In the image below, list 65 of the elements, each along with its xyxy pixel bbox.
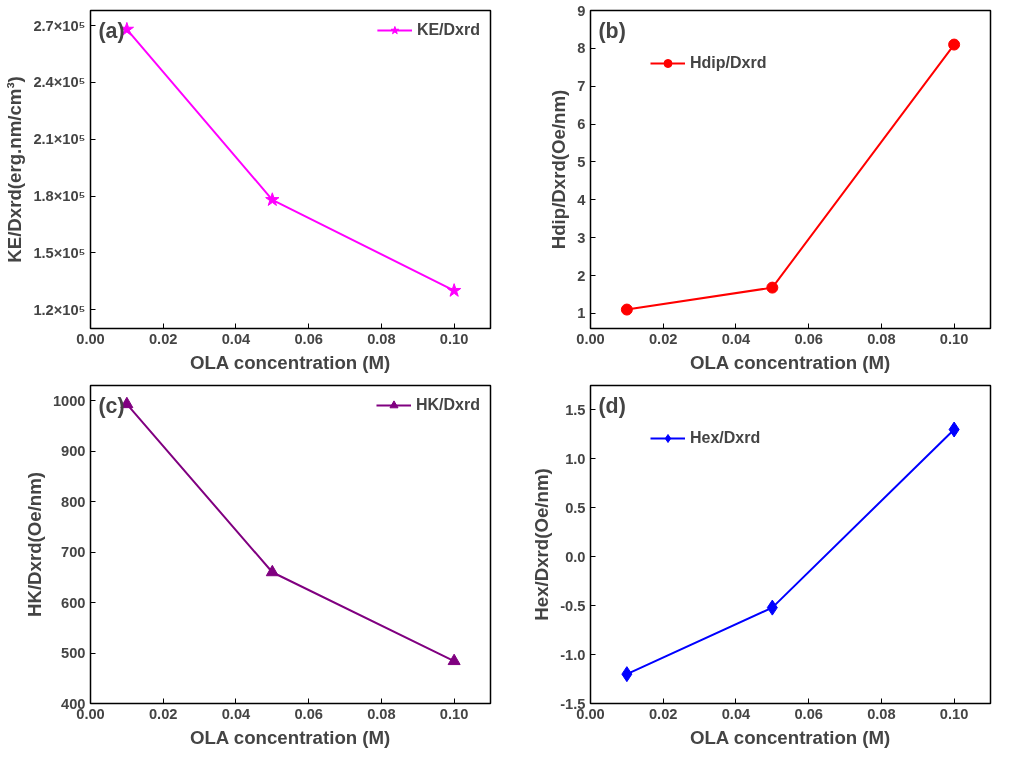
y-tick-label: 0.0	[565, 548, 586, 565]
x-tick-label: 0.00	[576, 330, 605, 347]
x-tick-label: 0.04	[221, 705, 252, 722]
y-tick-label: 0.5	[565, 499, 586, 516]
x-tick-label: 0.06	[794, 330, 823, 347]
y-tick-label: 3	[577, 229, 586, 246]
y-tick-label: 1.8×10⁵	[33, 188, 86, 204]
y-axis-title: KE/Dxrd(erg.nm/cm³)	[4, 76, 26, 263]
x-tick-label: 0.06	[294, 330, 323, 347]
y-tick-label: 1.5×10⁵	[33, 244, 86, 261]
y-tick-label: 1	[577, 305, 586, 322]
y-tick-label: 2.4×10⁵	[33, 74, 86, 91]
x-axis-title: OLA concentration (M)	[689, 726, 891, 748]
annotation: (a)	[98, 18, 125, 43]
y-tick-label: 500	[61, 645, 86, 662]
y-tick-label: 2	[577, 267, 586, 284]
legend-label: HK/Dxrd	[415, 396, 480, 414]
y-tick-label: 2.7×10⁵	[33, 17, 86, 34]
x-tick-label: 0.08	[867, 330, 896, 347]
y-tick-label: -0.5	[560, 597, 586, 614]
x-tick-label: 0.06	[294, 705, 323, 722]
y-tick-label: 800	[61, 493, 86, 510]
x-tick-label: 0.06	[794, 705, 823, 722]
x-tick-label: 0.02	[648, 705, 678, 722]
x-tick-label: 0.00	[76, 330, 105, 347]
y-tick-label: -1.0	[560, 646, 586, 663]
x-tick-label: 0.04	[721, 705, 752, 722]
x-tick-label: 0.02	[148, 330, 178, 347]
y-tick-label: 900	[61, 443, 86, 460]
x-tick-label: 0.08	[867, 705, 896, 722]
x-tick-label: 0.02	[648, 330, 678, 347]
y-tick-label: 700	[61, 544, 86, 561]
y-tick-label: 1.2×10⁵	[33, 301, 86, 318]
x-tick-label: 0.02	[148, 705, 178, 722]
y-tick-label: 1000	[52, 392, 86, 409]
x-tick-label: 0.08	[367, 705, 396, 722]
y-tick-label: 7	[577, 78, 586, 95]
x-tick-label: 0.10	[939, 705, 969, 722]
x-tick-label: 0.10	[939, 330, 969, 347]
legend-label: Hdip/Dxrd	[690, 54, 767, 72]
y-tick-label: 6	[577, 116, 586, 133]
annotation: (d)	[598, 393, 626, 418]
legend-label: Hex/Dxrd	[690, 429, 761, 447]
x-tick-label: 0.04	[721, 330, 752, 347]
x-tick-label: 0.08	[367, 330, 396, 347]
y-tick-label: 600	[61, 594, 86, 611]
x-tick-label: 0.04	[221, 330, 252, 347]
y-tick-label: 8	[577, 40, 586, 57]
y-axis-title: Hdip/Dxrd(Oe/nm)	[548, 89, 570, 250]
y-tick-label: 5	[577, 153, 586, 170]
legend-label: KE/Dxrd	[416, 21, 480, 39]
x-axis-title: OLA concentration (M)	[189, 351, 391, 373]
y-tick-label: 1.5	[565, 401, 586, 418]
y-tick-label: 1.0	[565, 450, 586, 467]
annotation: (b)	[598, 18, 626, 43]
y-tick-label: 2.1×10⁵	[33, 131, 86, 148]
x-tick-label: 0.10	[439, 330, 469, 347]
annotation: (c)	[98, 393, 125, 418]
x-axis-title: OLA concentration (M)	[689, 351, 891, 373]
y-axis-title: HK/Dxrd(Oe/nm)	[23, 471, 45, 618]
y-axis-title: Hex/Dxrd(Oe/nm)	[531, 468, 553, 621]
y-tick-label: 9	[577, 2, 586, 19]
x-tick-label: 0.10	[439, 705, 469, 722]
x-axis-title: OLA concentration (M)	[189, 726, 391, 748]
y-tick-label: 4	[577, 191, 587, 208]
